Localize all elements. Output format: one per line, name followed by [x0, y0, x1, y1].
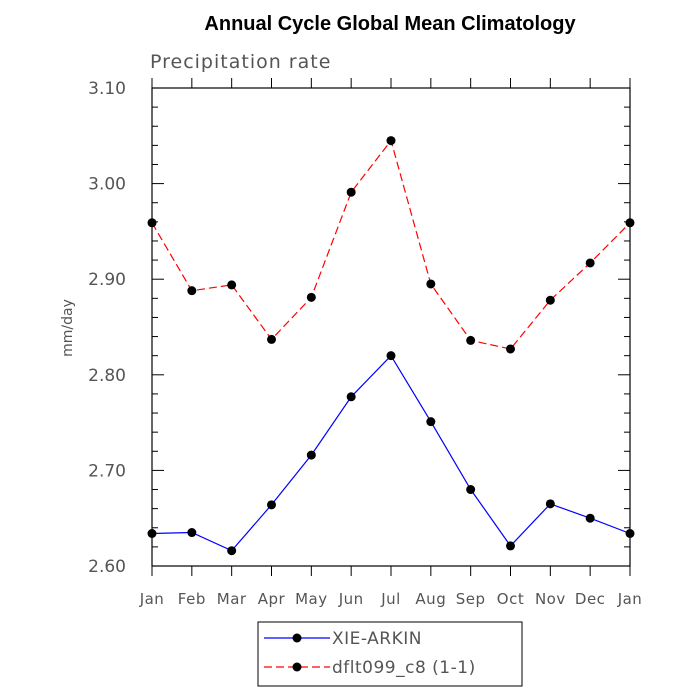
y-tick-label: 2.80: [88, 366, 126, 386]
x-tick-label: Jan: [617, 590, 643, 608]
legend: XIE-ARKIN dflt099_c8 (1-1): [257, 621, 523, 687]
data-point: [506, 344, 515, 354]
data-point: [545, 295, 555, 305]
x-tick-label: May: [295, 590, 328, 608]
legend-box: [257, 621, 523, 687]
legend-marker-0: [292, 633, 302, 643]
data-point: [426, 279, 436, 289]
data-point: [585, 258, 595, 268]
data-point: [227, 546, 237, 556]
x-tick-label: Apr: [258, 590, 286, 608]
chart-subtitle: Precipitation rate: [150, 51, 331, 73]
data-point: [545, 499, 555, 509]
y-tick-label: 2.70: [88, 461, 126, 481]
data-point: [267, 500, 276, 510]
data-point: [346, 392, 356, 402]
y-tick-label: 2.60: [88, 557, 126, 577]
x-tick-label: Aug: [415, 590, 446, 608]
y-tick-label: 3.00: [88, 175, 126, 195]
y-tick-label: 2.90: [88, 270, 126, 290]
y-tick-label: 3.10: [88, 79, 126, 99]
data-point: [227, 280, 237, 290]
data-point: [306, 450, 316, 460]
data-point: [267, 334, 276, 344]
x-tick-label: Oct: [497, 590, 524, 608]
legend-label-0: XIE-ARKIN: [332, 629, 422, 649]
data-point: [585, 513, 595, 523]
x-tick-label: Dec: [575, 590, 606, 608]
series-line-1: [151, 139, 631, 350]
data-point: [346, 187, 356, 197]
data-point: [506, 541, 515, 551]
data-point: [386, 351, 396, 361]
y-axis: 2.60 2.70 2.80 2.90 3.00 3.10: [88, 79, 630, 577]
x-axis: Jan Feb Mar Apr May Jun Jul Aug Sep Oct Nov Dec Jan: [139, 78, 643, 608]
x-tick-label: Jun: [338, 590, 364, 608]
x-tick-label: Jul: [380, 590, 401, 608]
x-tick-label: Sep: [456, 590, 486, 608]
plot-frame: [151, 87, 631, 567]
x-tick-label: Jan: [139, 590, 165, 608]
data-point: [466, 335, 476, 345]
x-tick-label: Mar: [217, 590, 247, 608]
chart-title: Annual Cycle Global Mean Climatology: [204, 13, 576, 35]
legend-marker-1: [292, 662, 302, 672]
x-tick-label: Nov: [535, 590, 566, 608]
y-axis-label: mm/day: [60, 299, 76, 357]
x-tick-label: Feb: [178, 590, 206, 608]
legend-label-1: dflt099_c8 (1-1): [332, 658, 476, 678]
plot-series: [147, 136, 635, 556]
series-line-0: [151, 354, 631, 552]
data-point: [187, 528, 197, 538]
data-point: [386, 136, 396, 146]
data-point: [306, 292, 316, 302]
data-point: [426, 417, 436, 427]
data-point: [187, 286, 197, 296]
data-point: [466, 485, 476, 495]
